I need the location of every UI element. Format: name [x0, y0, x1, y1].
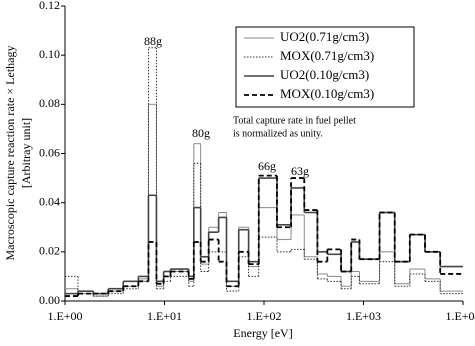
x-tick-label: 1.E+02 [246, 309, 281, 323]
x-tick-label: 1.E+03 [346, 309, 381, 323]
y-tick-label: 0.06 [39, 145, 60, 159]
peak-label: 80g [192, 126, 210, 140]
step-riser [77, 175, 442, 297]
peak-label: 63g [291, 164, 309, 178]
x-tick-label: 1.E+01 [147, 309, 182, 323]
y-tick-label: 0.12 [39, 0, 60, 12]
peak-label: 66g [258, 159, 276, 173]
note: Total capture rate in fuel pellet [233, 115, 356, 126]
legend-label: UO2(0.71g/cm3) [280, 29, 369, 44]
y-tick-label: 0.00 [39, 293, 60, 307]
y-tick-label: 0.10 [39, 47, 60, 61]
y-tick-label: 0.04 [39, 194, 60, 208]
legend-label: MOX(0.10g/cm3) [280, 86, 374, 101]
series [65, 177, 463, 295]
x-tick-label: 1.E+00 [47, 309, 82, 323]
legend-label: UO2(0.10g/cm3) [280, 67, 369, 82]
legend-label: MOX(0.71g/cm3) [280, 48, 374, 63]
series [65, 174, 463, 297]
legend-box [235, 26, 415, 108]
y-tick-label: 0.08 [39, 96, 60, 110]
y-axis-label: Macroscopic capture reaction rate × Leth… [3, 46, 17, 261]
note: is normalized as unity. [233, 128, 323, 139]
y-axis-unit: [Arbitray unit] [19, 118, 33, 188]
x-tick-label: 1.E+04 [445, 309, 475, 323]
peak-label: 88g [144, 34, 162, 48]
y-tick-label: 0.02 [39, 244, 60, 258]
x-axis-label: Energy [eV] [233, 326, 292, 340]
